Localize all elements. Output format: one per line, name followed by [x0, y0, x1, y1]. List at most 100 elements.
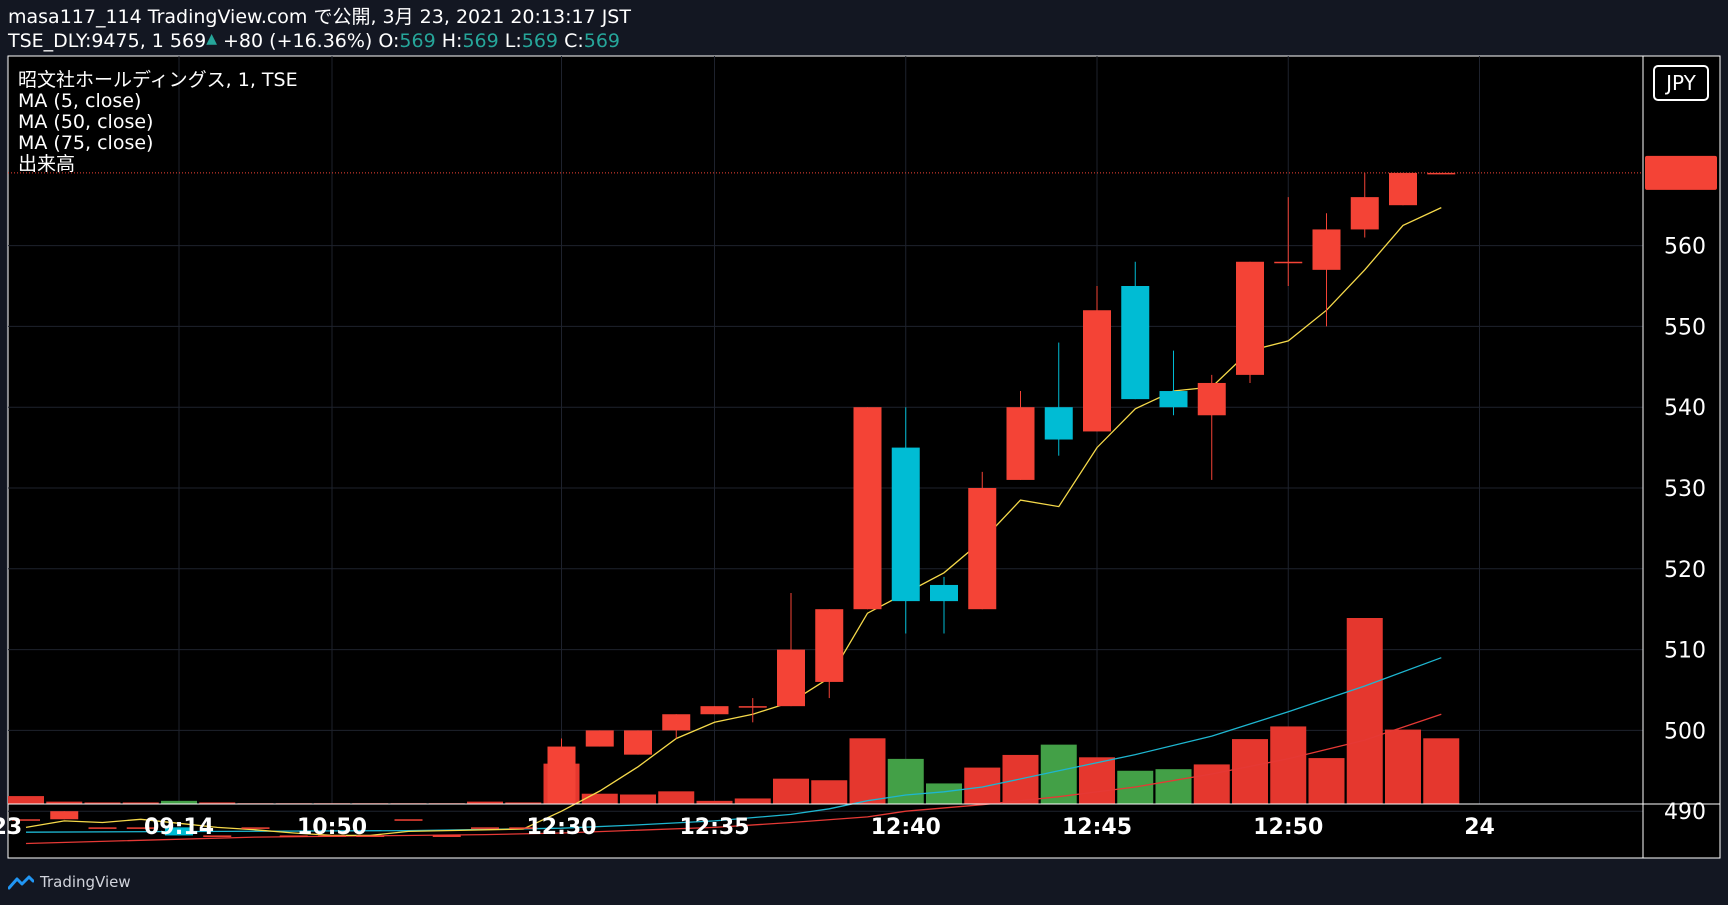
candle-body: [777, 649, 805, 707]
candle-body: [394, 819, 423, 821]
volume-bar: [581, 793, 618, 804]
candle-body: [126, 827, 155, 829]
volume-bar: [811, 780, 848, 804]
high-label: H:: [441, 30, 463, 52]
volume-bar: [8, 796, 44, 804]
price-tick-label: 530: [1664, 477, 1706, 502]
volume-bar: [46, 801, 83, 804]
low-value: 569: [521, 30, 559, 52]
volume-bar: [1385, 729, 1421, 804]
legend-item: 出来高: [18, 153, 75, 175]
currency-badge-box: [1653, 65, 1709, 101]
low-label: L:: [504, 30, 522, 52]
volume-bar: [1193, 764, 1230, 804]
candle-body: [12, 819, 40, 821]
open-value: 569: [399, 30, 436, 52]
volume-bar: [964, 767, 1001, 804]
volume-bar: [505, 802, 542, 804]
volume-bar: [696, 800, 733, 804]
volume-bar: [1308, 758, 1345, 804]
volume-bar: [1270, 726, 1307, 804]
close-label: C:: [564, 30, 584, 52]
volume-bar: [122, 802, 159, 804]
candlesticks: [12, 172, 1456, 837]
symbol-label: TSE_DLY:9475, 1: [8, 30, 164, 52]
candle-body: [471, 827, 499, 829]
candle-body: [853, 407, 882, 610]
ma75-line: [25, 657, 1442, 833]
volume-bar: [849, 738, 886, 804]
publish-info: masa117_114 TradingView.com で公開, 3月 23, …: [8, 6, 631, 28]
volume-bar: [1423, 738, 1460, 804]
candle-body: [1236, 261, 1264, 375]
tradingview-logo-icon: [8, 875, 34, 890]
volume-bar: [1079, 757, 1115, 804]
candle-body: [1121, 286, 1150, 400]
volume-bar: [1232, 739, 1268, 804]
close-value: 569: [583, 30, 620, 52]
candle-body: [547, 746, 576, 804]
up-arrow-icon: ▲: [206, 31, 217, 47]
time-axis[interactable]: 23 09:14 10:50 12:30 12:35 12:40 12:45 12:50 24: [0, 815, 1495, 840]
candle-body: [662, 714, 691, 731]
candle-body: [815, 609, 844, 682]
legend-item: MA (50, close): [18, 111, 153, 133]
volume-bar: [1040, 744, 1077, 804]
open-label: O:: [378, 30, 400, 52]
candle-body: [509, 827, 538, 829]
time-tick-label: 12:30: [526, 815, 596, 840]
candle-body: [88, 827, 117, 829]
time-tick-label: 10:50: [297, 815, 367, 840]
time-tick-label: 24: [1464, 815, 1495, 840]
last-price-marker: [1645, 155, 1717, 190]
high-value: 569: [462, 30, 499, 52]
candle-body: [165, 827, 193, 836]
price-tick-label: 500: [1664, 719, 1706, 744]
candle-body: [968, 488, 997, 610]
price-change: +80 (+16.36%): [223, 30, 373, 52]
candle-body: [1350, 197, 1379, 230]
price-tick-label: 540: [1664, 396, 1706, 421]
time-tick-label: 09:14: [144, 815, 214, 840]
volume-bar: [1155, 769, 1192, 804]
volume-bar: [620, 794, 656, 804]
price-tick-label: 520: [1664, 558, 1706, 583]
volume-bar: [658, 791, 695, 804]
candle-body: [1274, 261, 1303, 264]
candle-body: [356, 835, 385, 837]
candle-body: [585, 730, 614, 747]
volume-bar: [161, 800, 197, 804]
symbol-info-bar: TSE_DLY:9475, 1 569▲ +80 (+16.36%) O:569…: [8, 28, 620, 52]
currency-label: JPY: [1664, 71, 1697, 95]
candle-body: [624, 730, 652, 755]
volume-bar: [467, 801, 503, 804]
volume-bar: [199, 802, 236, 804]
footer-brand[interactable]: TradingView: [8, 870, 131, 894]
ma50-line: [25, 713, 1442, 845]
time-tick-label: 12:45: [1062, 815, 1132, 840]
volume-bar: [926, 783, 962, 804]
candle-body: [318, 835, 346, 837]
volume-bar: [1346, 618, 1383, 804]
candle-body: [700, 706, 729, 715]
time-tick-label: 12:35: [679, 815, 749, 840]
grid-lines: [6, 56, 1643, 812]
price-tick-label: 510: [1664, 639, 1706, 664]
price-tick-label: 560: [1664, 235, 1706, 260]
candle-body: [738, 706, 767, 708]
brand-name: TradingView: [40, 873, 131, 891]
time-tick-label: 23: [0, 815, 22, 840]
candle-body: [1006, 407, 1035, 480]
candle-body: [241, 827, 270, 829]
time-tick-label: 12:50: [1253, 815, 1323, 840]
candle-body: [1312, 229, 1341, 270]
currency-badge[interactable]: JPY: [1653, 65, 1709, 101]
candle-body: [930, 584, 958, 602]
candle-body: [203, 835, 232, 837]
legend-item: MA (5, close): [18, 90, 141, 112]
last-price: 569: [169, 30, 207, 52]
candle-body: [891, 447, 920, 602]
